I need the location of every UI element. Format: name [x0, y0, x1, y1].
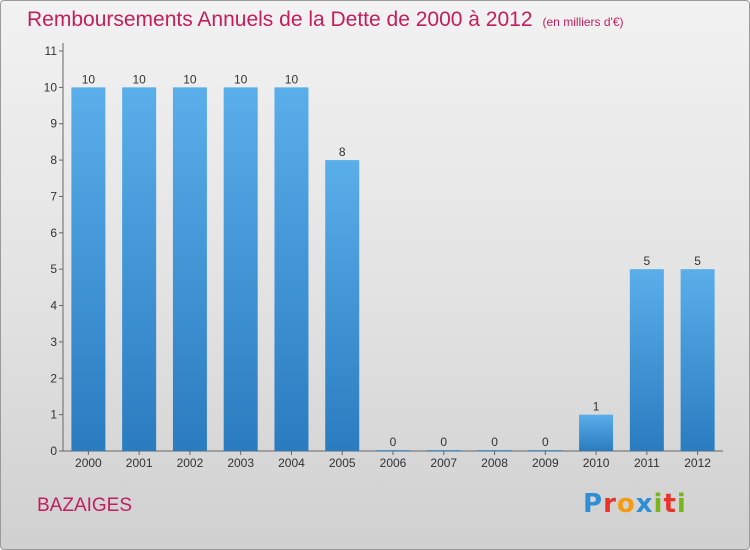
chart-title: Remboursements Annuels de la Dette de 20…: [27, 8, 624, 32]
x-tick-label: 2010: [583, 456, 610, 470]
x-tick-label: 2012: [684, 456, 711, 470]
data-label: 0: [390, 435, 397, 449]
chart-title-text: Remboursements Annuels de la Dette de 20…: [27, 8, 533, 31]
y-tick-label: 5: [50, 262, 57, 276]
data-label: 5: [694, 254, 701, 268]
y-tick-label: 1: [50, 408, 57, 422]
bar: [477, 450, 512, 451]
x-tick-label: 2008: [481, 456, 508, 470]
proxiti-logo: Proxiti: [583, 489, 687, 519]
data-label: 10: [234, 72, 248, 86]
data-label: 10: [132, 72, 146, 86]
y-tick-label: 2: [50, 371, 57, 385]
data-label: 5: [644, 254, 651, 268]
x-tick-label: 2009: [532, 456, 559, 470]
logo-letter: i: [653, 489, 664, 519]
bar: [376, 450, 410, 451]
logo-letter: o: [616, 489, 636, 519]
x-tick-label: 2004: [278, 456, 305, 470]
data-label: 0: [491, 435, 498, 449]
y-tick-label: 4: [50, 299, 57, 313]
bar: [579, 414, 614, 451]
data-label: 0: [542, 435, 549, 449]
data-label: 10: [183, 72, 197, 86]
logo-letter: P: [583, 489, 604, 519]
y-tick-label: 3: [50, 335, 57, 349]
x-tick-label: 2006: [380, 456, 407, 470]
data-label: 8: [339, 145, 346, 159]
bar: [325, 160, 360, 451]
bar: [680, 269, 715, 451]
data-label: 10: [82, 72, 96, 86]
x-tick-label: 2000: [75, 456, 102, 470]
bar: [223, 87, 258, 451]
bar: [629, 269, 664, 451]
y-tick-label: 8: [50, 153, 57, 167]
bar: [528, 450, 563, 451]
logo-letter: i: [676, 489, 687, 519]
data-label: 1: [593, 400, 600, 414]
bar: [274, 87, 309, 451]
bar: [172, 87, 207, 451]
logo-letter: x: [635, 489, 654, 519]
x-tick-label: 2005: [329, 456, 356, 470]
logo-letter: t: [663, 489, 677, 519]
y-tick-label: 9: [50, 117, 57, 131]
y-tick-label: 6: [50, 226, 57, 240]
logo-letter: r: [603, 489, 617, 519]
x-tick-label: 2011: [634, 456, 660, 470]
x-tick-label: 2007: [430, 456, 457, 470]
bar: [122, 87, 157, 451]
x-tick-label: 2003: [227, 456, 254, 470]
chart-unit: (en milliers d'€): [542, 15, 624, 29]
commune-name: BAZAIGES: [37, 495, 133, 516]
data-label: 0: [440, 435, 447, 449]
bar: [71, 87, 106, 451]
data-label: 10: [285, 72, 299, 86]
x-tick-label: 2002: [177, 456, 204, 470]
y-tick-label: 0: [50, 444, 57, 458]
y-tick-label: 7: [50, 189, 57, 203]
y-tick-label: 11: [45, 44, 58, 58]
y-tick-label: 10: [44, 80, 58, 94]
x-tick-label: 2001: [126, 456, 153, 470]
bar: [426, 450, 461, 451]
